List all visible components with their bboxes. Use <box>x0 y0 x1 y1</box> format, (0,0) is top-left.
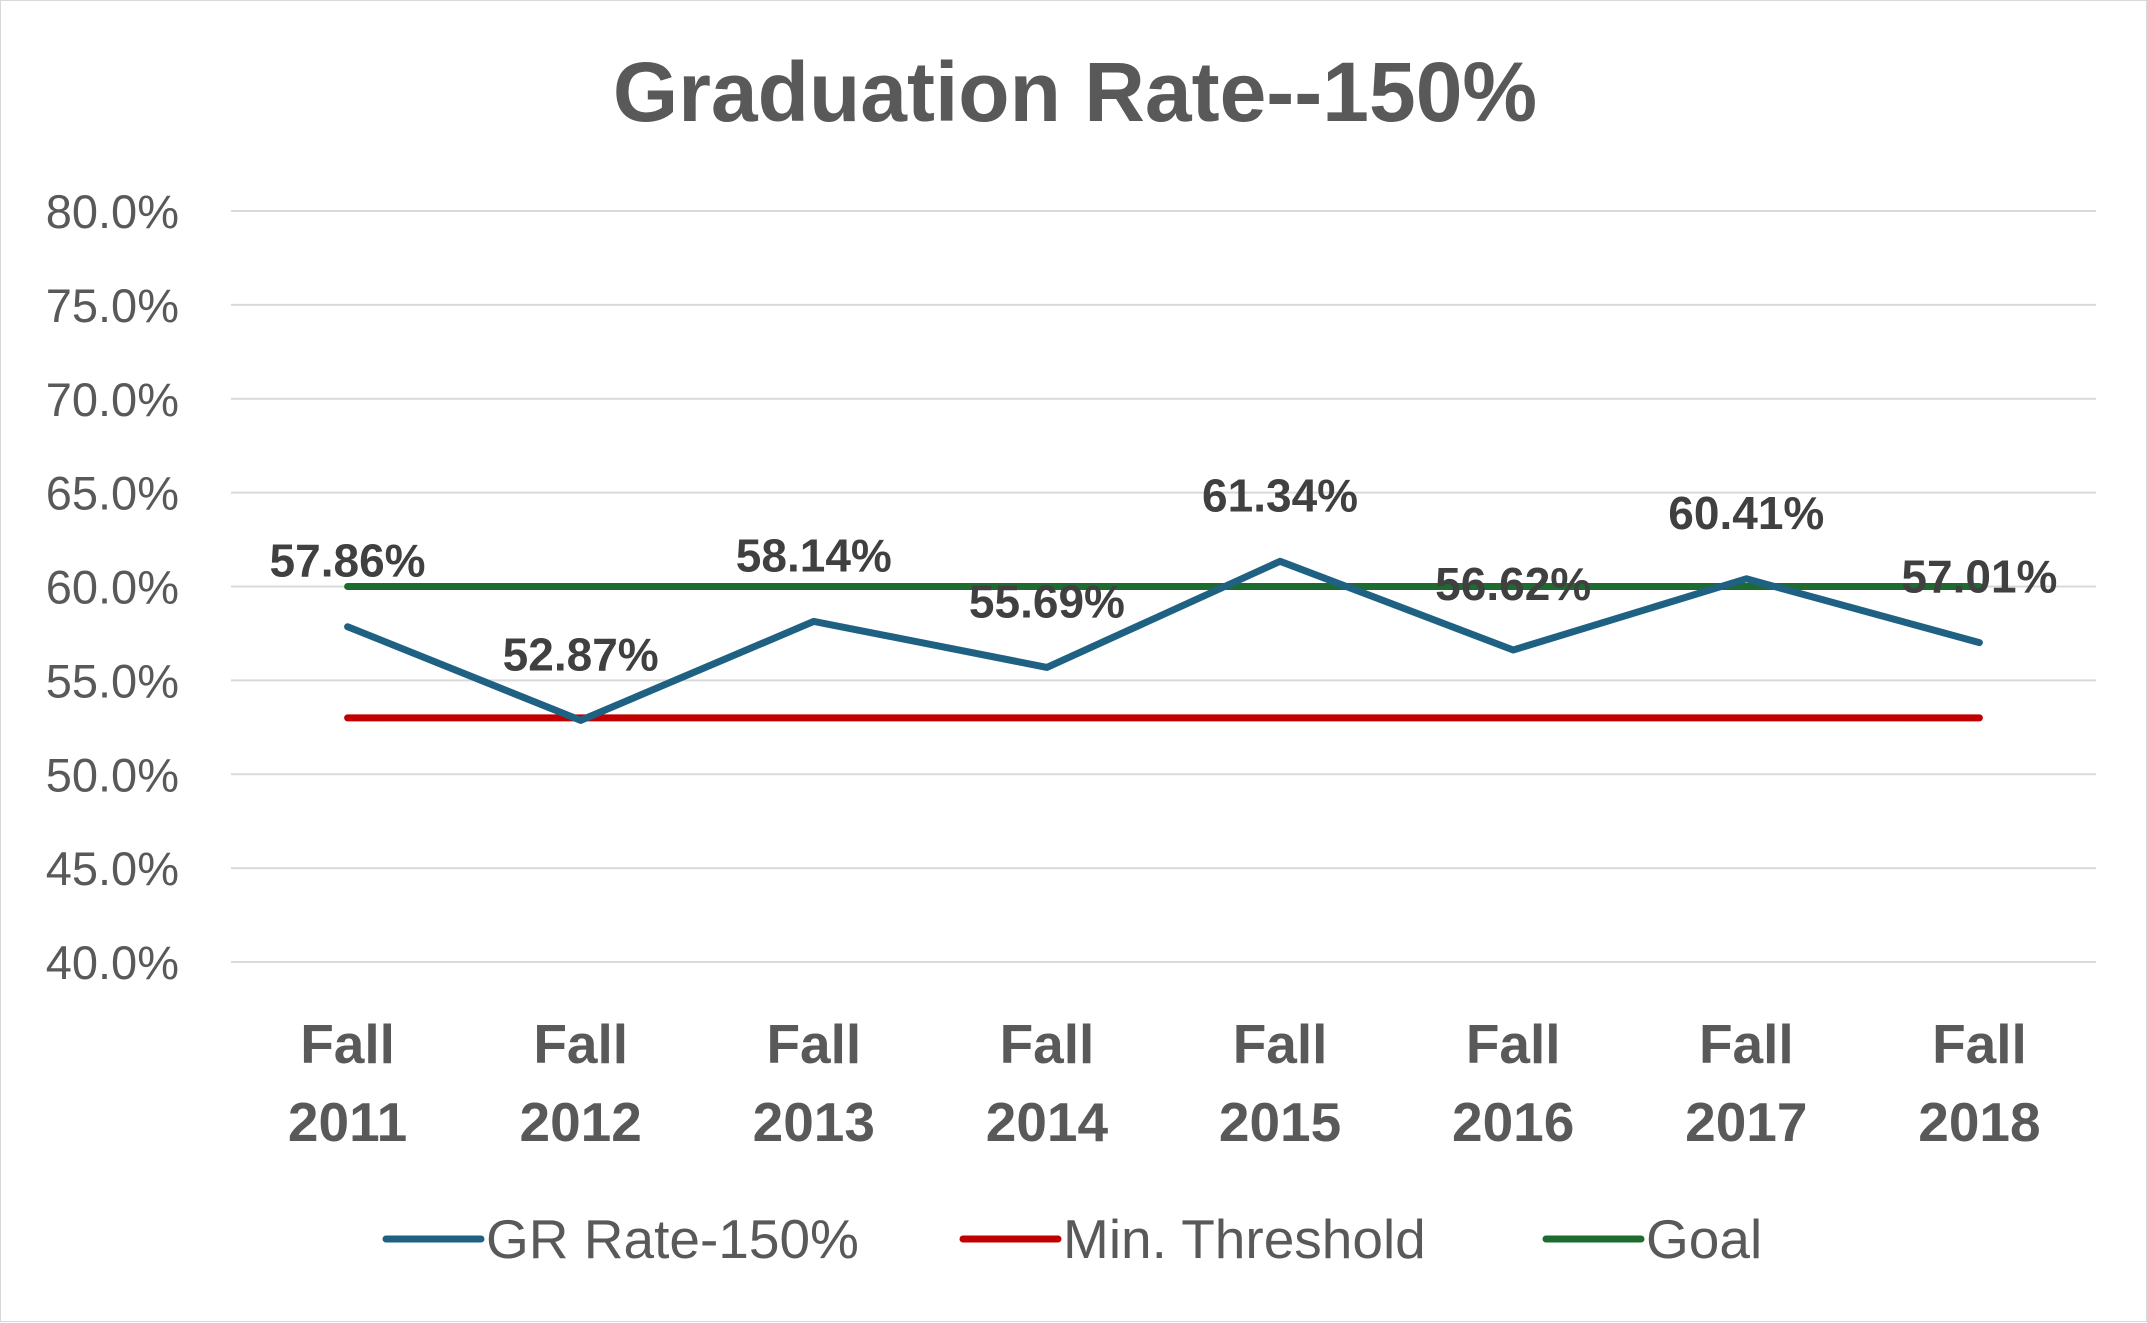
data-label: 60.41% <box>1668 487 1824 539</box>
chart-title: Graduation Rate--150% <box>613 45 1537 139</box>
legend-item: GR Rate-150% <box>382 1208 859 1270</box>
x-axis-ticks: Fall 2011 Fall 2012 Fall 2013 Fall 2014 Fall 2015… <box>288 1013 2041 1153</box>
data-label: 57.01% <box>1901 551 2057 603</box>
data-label: 56.62% <box>1435 558 1591 610</box>
data-label: 57.86% <box>270 535 426 587</box>
x-tick-label: Fall 2012 <box>520 1013 642 1153</box>
x-tick-label: Fall 2011 <box>288 1013 407 1153</box>
x-tick-label: Fall 2015 <box>1219 1013 1341 1153</box>
legend-item: Goal <box>1542 1208 1762 1270</box>
x-tick-label: Fall 2014 <box>986 1013 1109 1153</box>
data-label: 58.14% <box>736 529 892 581</box>
legend-label: Goal <box>1646 1208 1762 1270</box>
y-tick-label: 60.0% <box>46 561 179 614</box>
x-tick-label: Fall 2018 <box>1918 1013 2040 1153</box>
data-label: 52.87% <box>503 628 659 680</box>
data-labels: 57.86% 52.87% 58.14% 55.69% 61.34% 56.62% 60.4… <box>270 469 2058 680</box>
data-label: 55.69% <box>969 575 1125 627</box>
x-tick-label: Fall 2016 <box>1452 1013 1574 1153</box>
legend-label: Min. Threshold <box>1063 1208 1426 1270</box>
legend: GR Rate-150% Min. Threshold Goal <box>382 1208 1762 1270</box>
x-tick-label: Fall 2013 <box>753 1013 875 1153</box>
data-label: 61.34% <box>1202 469 1358 521</box>
y-tick-label: 65.0% <box>46 467 179 520</box>
series-line-gr-rate-150- <box>344 557 1983 724</box>
x-tick-label: Fall 2017 <box>1685 1013 1807 1153</box>
y-tick-label: 40.0% <box>46 936 179 989</box>
y-tick-label: 55.0% <box>46 654 179 707</box>
y-tick-label: 80.0% <box>46 185 179 238</box>
y-tick-label: 50.0% <box>46 748 179 801</box>
y-axis-ticks: 40.0% 45.0% 50.0% 55.0% 60.0% 65.0% 70.0% 75.0%… <box>46 185 179 989</box>
legend-item: Min. Threshold <box>959 1208 1426 1270</box>
y-tick-label: 45.0% <box>46 842 179 895</box>
series-lines <box>344 557 1983 724</box>
y-tick-label: 75.0% <box>46 279 179 332</box>
y-tick-label: 70.0% <box>46 373 179 426</box>
legend-label: GR Rate-150% <box>486 1208 859 1270</box>
